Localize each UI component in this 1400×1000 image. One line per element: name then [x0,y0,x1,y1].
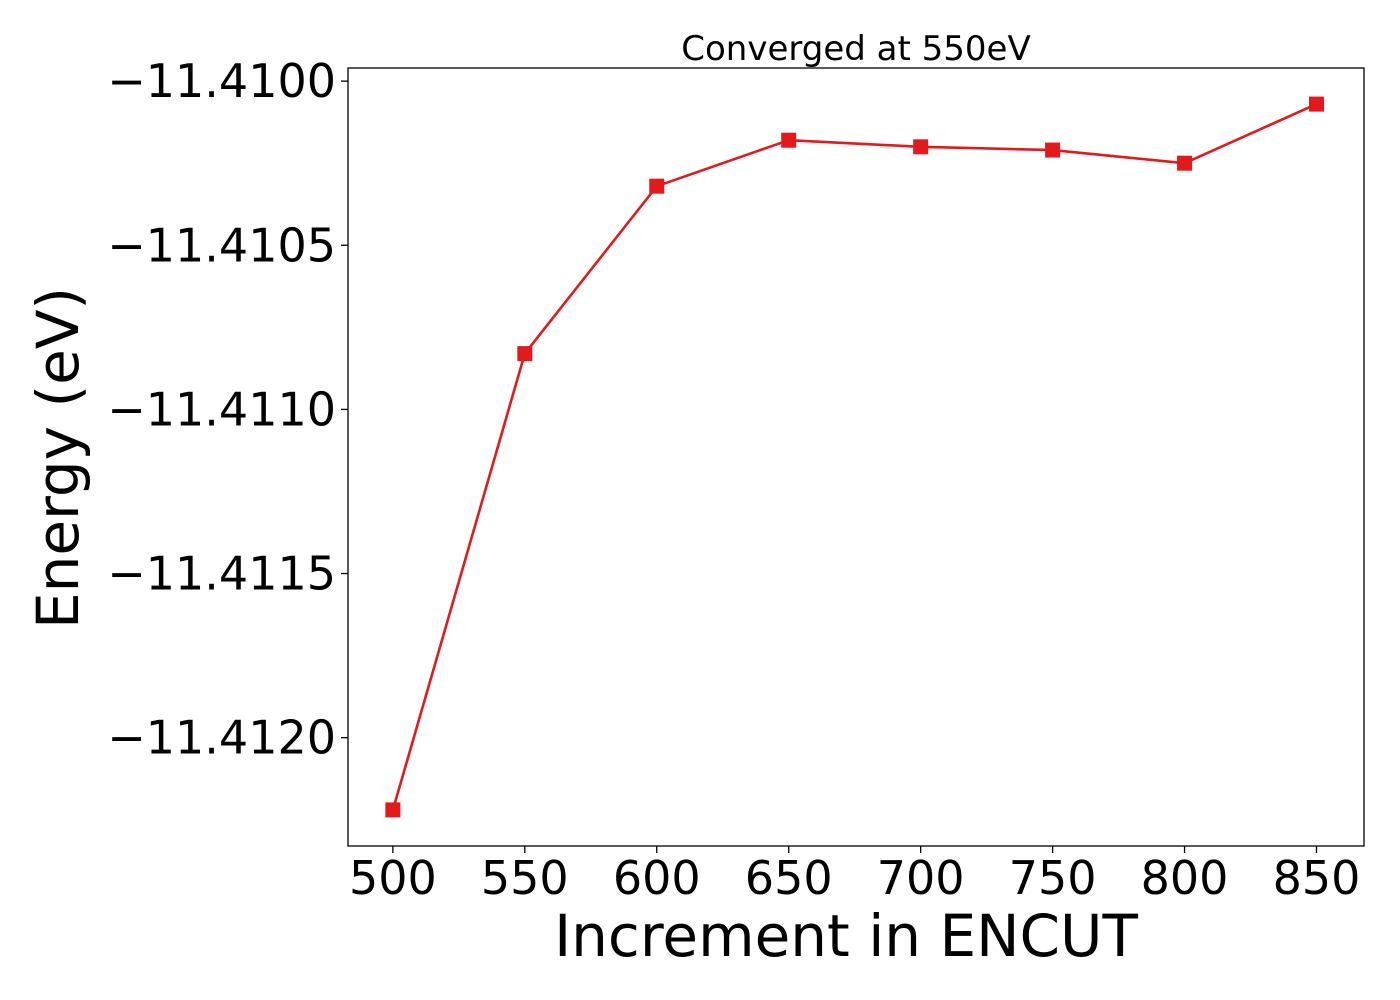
series-line [391,102,1318,811]
data-point [385,802,401,818]
chart-title: Converged at 550eV [681,29,1030,69]
x-tick-label: 550 [481,851,569,905]
data-point [1045,142,1061,158]
data-point [913,139,929,155]
data-point [517,346,533,362]
y-axis: −11.4120 −11.4115 −11.4110 −11.4105 −11.4100 [107,54,348,765]
y-tick-label: −11.4120 [107,711,336,765]
data-point [1308,96,1324,112]
y-tick-label: −11.4100 [107,54,336,108]
data-point [649,178,665,194]
x-axis: 500 550 600 650 700 750 800 850 [349,846,1360,905]
plot-frame [347,67,1365,847]
data-point [781,132,797,148]
x-tick-label: 600 [613,851,701,905]
y-axis-title: Energy (eV) [24,287,92,629]
x-tick-label: 500 [349,851,437,905]
x-tick-label: 750 [1009,851,1097,905]
y-tick-label: −11.4105 [107,218,336,272]
y-tick-label: −11.4110 [107,382,336,436]
x-tick-label: 650 [745,851,833,905]
data-point [1177,155,1193,171]
x-tick-label: 800 [1141,851,1229,905]
x-axis-title: Increment in ENCUT [554,902,1138,970]
x-tick-label: 700 [877,851,965,905]
plot-background [348,68,1364,846]
data-layer [385,96,1324,818]
x-tick-label: 850 [1273,851,1361,905]
y-tick-label: −11.4115 [107,547,336,601]
